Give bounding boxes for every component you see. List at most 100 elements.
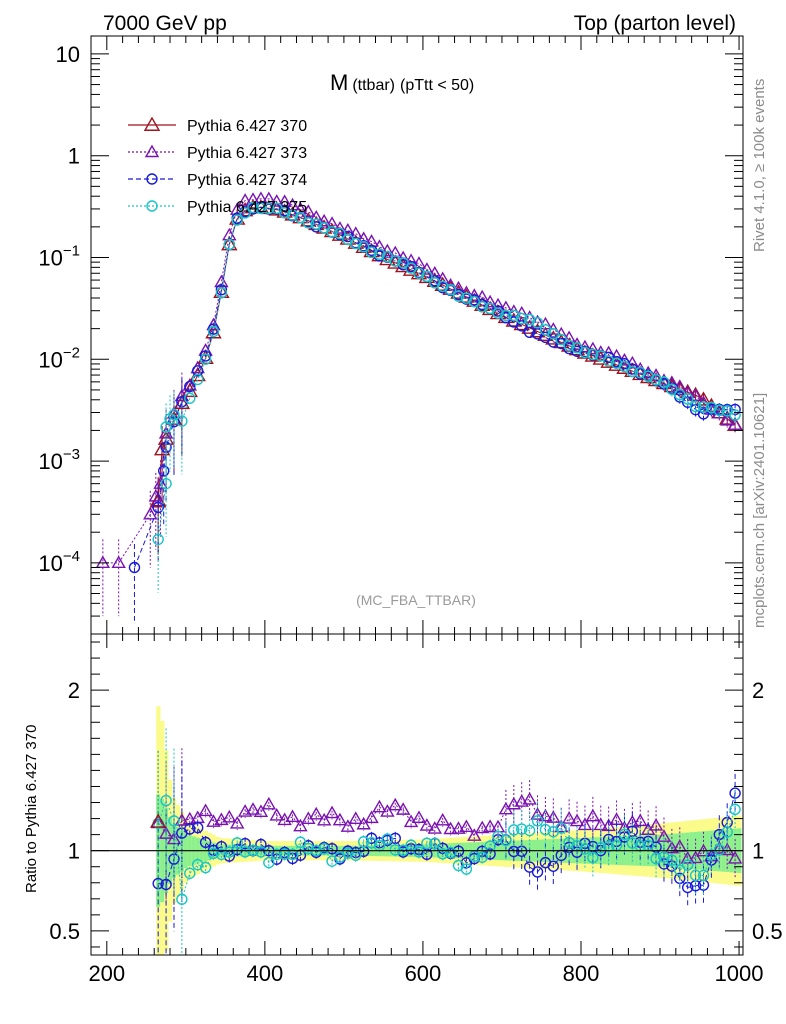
data-point [713,404,725,417]
data-point [482,819,498,833]
data-point [239,207,251,219]
data-point [729,803,741,816]
data-point [191,821,204,834]
data-point [278,207,291,219]
data-point [143,116,161,131]
ratio-y-tick-label-right: 1 [752,839,764,864]
legend-label: Pythia 6.427 374 [187,172,307,189]
data-point [547,336,560,348]
data-point [595,350,607,362]
data-point [239,837,251,850]
data-point [729,787,741,799]
data-point [419,818,435,831]
data-point [253,804,269,818]
data-point [516,823,528,835]
data-point [577,817,593,831]
data-point [301,204,316,217]
data-point [263,202,275,215]
data-point [523,326,536,339]
data-point [372,799,387,813]
data-point [158,425,174,439]
data-point [184,380,196,393]
data-point [184,392,196,404]
series-2 [128,201,741,621]
data-point [436,848,449,860]
data-point [490,297,506,311]
data-point [184,867,196,879]
data-point [373,248,386,260]
y-tick-label: 10−4 [38,548,80,576]
data-point [184,823,196,835]
data-point [719,412,735,426]
data-point [492,307,504,319]
data-point [199,836,212,849]
data-point [357,240,370,253]
data-point [168,408,180,421]
data-point [271,848,283,861]
data-point [547,328,560,340]
data-point [128,561,141,574]
data-point [522,792,537,805]
data-point [579,843,591,855]
legend-label: Pythia 6.427 375 [187,199,307,216]
data-point [332,221,348,234]
data-point [285,809,300,823]
data-point [191,365,204,377]
data-point [500,834,512,847]
data-point [176,415,188,427]
data-point [364,234,379,247]
data-point [206,814,221,827]
data-point [286,848,299,861]
data-point [666,854,678,866]
data-point [516,312,528,325]
data-point [316,213,332,227]
data-point [395,802,411,815]
data-point [316,812,332,826]
data-point [245,802,261,815]
data-point [531,815,544,827]
ratio-series-1 [150,748,743,912]
data-point [531,317,544,329]
data-point [721,826,733,838]
data-point [587,348,599,361]
data-point [389,255,401,267]
data-point [380,243,395,257]
data-point [727,417,743,430]
ratio-y-tick-label-right: 2 [752,678,764,703]
data-point [595,841,607,854]
data-point [712,841,727,854]
series-line [157,207,736,502]
data-point [149,813,167,828]
data-point [229,816,245,829]
data-point [705,849,718,861]
data-point [326,226,338,238]
data-point [277,194,292,207]
data-point [357,836,370,848]
data-point [626,837,639,849]
data-point [144,144,160,158]
data-point [215,840,228,853]
legend-entry-3: Pythia 6.427 375 [128,199,307,216]
data-point [286,209,299,221]
data-point [350,237,362,250]
data-point [205,324,222,339]
data-point [342,847,354,859]
legend-entry-1: Pythia 6.427 373 [128,144,307,162]
data-point [727,850,743,864]
data-point [602,355,615,367]
legend: Pythia 6.427 370 Pythia 6.427 373 Pythia 6… [128,116,307,216]
data-point [405,262,417,274]
data-point [334,227,346,240]
data-point [531,866,544,878]
data-point [697,869,710,882]
ratio-ylabel: Ratio to Pythia 6.427 370 [23,725,40,893]
ratio-frame [90,633,744,956]
data-point [508,824,520,836]
data-point [263,856,275,869]
data-point [247,201,259,214]
data-point [199,353,212,365]
data-point [666,383,678,396]
data-point [146,200,158,212]
data-point [294,212,307,224]
